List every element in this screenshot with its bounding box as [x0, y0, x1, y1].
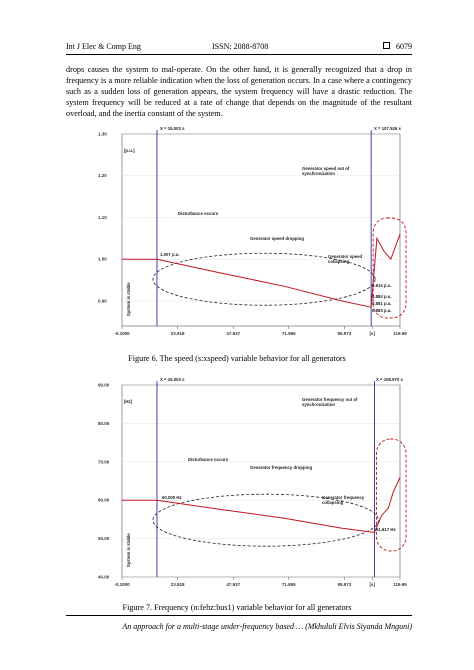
chart: 0.90 1.00 1.10 1.20 1.30 -0.1000 23.918 47.937 7… — [98, 130, 407, 336]
instability-region — [376, 438, 407, 552]
annotation: System is stable — [126, 282, 131, 316]
y-tick-label: 1.20 — [98, 173, 107, 178]
x-tick-label: 23.918 — [171, 331, 185, 336]
y-tick-label: 50.00 — [98, 536, 110, 541]
footer: An approach for a multi-stage under-freq… — [122, 622, 412, 631]
annotation: 0.914 p.u. — [372, 283, 392, 288]
page-number: 6079 — [372, 42, 412, 51]
x-tick-label: 23.918 — [171, 582, 185, 587]
plot-frame — [121, 133, 401, 327]
data-line — [122, 476, 401, 534]
y-tick-label: 60.00 — [98, 498, 110, 503]
envelope — [152, 252, 376, 306]
y-tick-label: 1.10 — [98, 215, 107, 220]
caption: Figure 6. The speed (s:xspeed) variable … — [128, 354, 346, 363]
annotation: Generator frequency dropping — [250, 465, 313, 470]
envelope — [152, 493, 379, 547]
annotation: System is stable — [126, 533, 131, 567]
annotation: Disturbance occurs — [188, 457, 229, 462]
journal: Int J Elec & Comp Eng — [66, 42, 141, 51]
x-tick-label: 71.955 — [282, 331, 296, 336]
annotation: Disturbance occurs — [178, 211, 219, 216]
x-tick-label: 95.973 — [338, 582, 352, 587]
x-tick-label: 71.955 — [282, 582, 296, 587]
annotation: Generator frequency out of synchronizati… — [302, 397, 358, 407]
instability-region — [372, 217, 407, 319]
header-rule — [66, 54, 412, 55]
x-tick-label: 119.99 — [393, 331, 407, 336]
annotation: X = 108.970 s — [376, 377, 403, 382]
x-tick-label: 95.973 — [338, 331, 352, 336]
annotation: X = 107.526 s — [374, 126, 401, 131]
y-tick-label: 90.00 — [98, 383, 110, 388]
annotation: Generator frequency collapsing — [322, 495, 365, 505]
x-tick-label: 47.937 — [226, 331, 240, 336]
y-tick-label: 70.00 — [98, 459, 110, 464]
annotation: X = 15.003 s — [160, 377, 185, 382]
caption: Figure 7. Frequency (n:fehz:bus1) variab… — [122, 603, 352, 612]
annotation: 1.007 p.u. — [160, 252, 180, 257]
x-tick-label: -0.1000 — [114, 331, 130, 336]
x-tick-label: [s] — [369, 331, 375, 336]
y-tick-label: 1.00 — [98, 257, 107, 262]
y-tick-label: 80.00 — [98, 421, 110, 426]
footer-rule — [66, 615, 412, 616]
issn: ISSN: 2088-8708 — [212, 42, 269, 51]
figure: 40.00 50.00 60.00 70.00 80.00 90.00 -0.1000 23.… — [80, 377, 410, 602]
annotation: [Hz] — [124, 399, 133, 404]
annotation: Generator speed out of synchronization — [302, 166, 350, 176]
x-tick-label: -0.1000 — [114, 582, 130, 587]
y-tick-label: 0.90 — [98, 298, 107, 303]
annotation: X = 15.003 s — [160, 126, 185, 131]
x-tick-label: 47.937 — [226, 582, 240, 587]
annotation: 0.884 p.u. — [372, 294, 392, 299]
annotation: 0.883 p.u. — [372, 308, 392, 313]
annotation: 0.881 p.u. — [372, 301, 392, 306]
chart: 40.00 50.00 60.00 70.00 80.00 90.00 -0.1000 23.… — [98, 381, 407, 587]
annotation: 60.000 Hz — [162, 495, 182, 500]
x-tick-label: 119.99 — [393, 582, 407, 587]
plot-frame — [121, 384, 401, 578]
page-number-text: 6079 — [396, 42, 412, 51]
annotation: 51.617 Hz — [376, 527, 396, 532]
y-tick-label: 40.00 — [98, 575, 110, 580]
paragraph: drops causes the system to mal-operate. … — [66, 65, 412, 118]
annotation: Generator speed collapsing — [328, 254, 363, 264]
y-tick-label: 1.30 — [98, 132, 107, 137]
x-tick-label: [s] — [369, 582, 375, 587]
figure: 0.90 1.00 1.10 1.20 1.30 -0.1000 23.918 47.937 7… — [80, 126, 410, 351]
annotation: [p.u.] — [124, 148, 135, 153]
data-line — [122, 234, 401, 308]
annotation: Generator speed dropping — [250, 236, 304, 241]
